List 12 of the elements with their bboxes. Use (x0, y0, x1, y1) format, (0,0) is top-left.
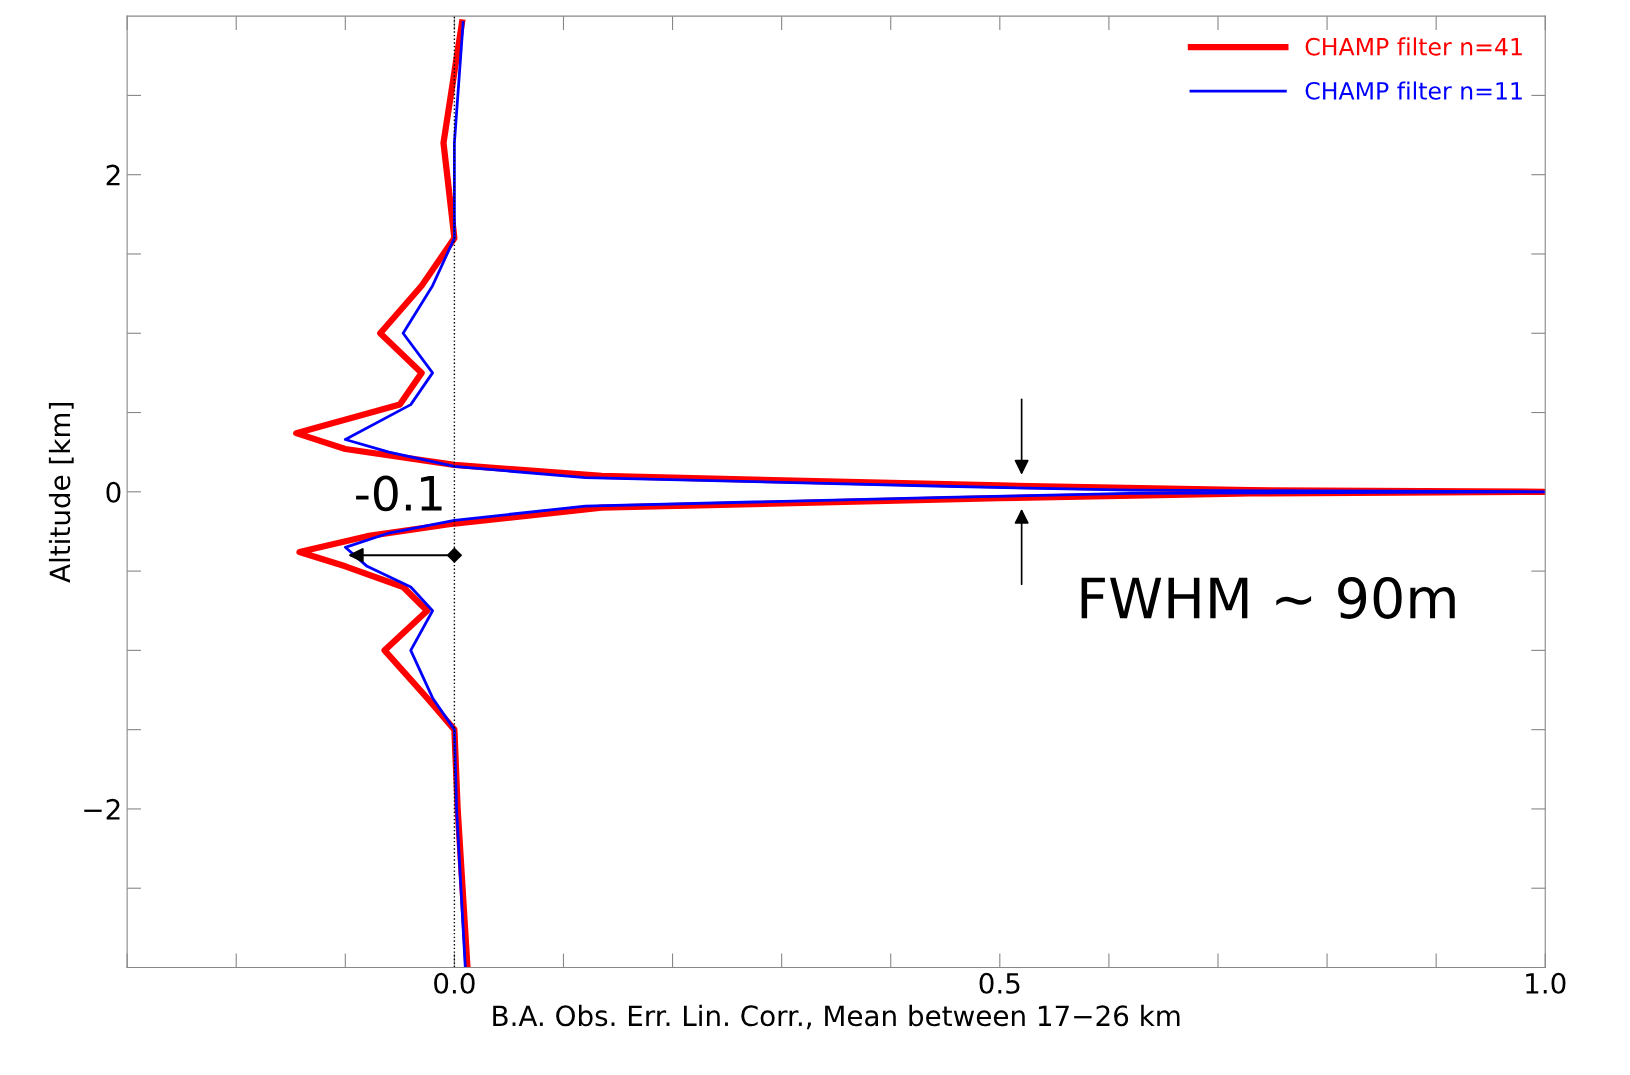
x-tick-label: 0.5 (979, 972, 1020, 994)
annotation: FWHM ~ 90m (1081, 576, 1455, 619)
x-axis-title: B.A. Obs. Err. Lin. Corr., Mean between 17−26 km (493, 1004, 1180, 1030)
legend-label: CHAMP filter n=11 (1305, 81, 1522, 100)
y-tick-label: 2 (106, 164, 120, 186)
y-axis-title: Altitude [km] (48, 403, 74, 583)
legend-label: CHAMP filter n=41 (1305, 37, 1522, 56)
y-tick-label: 0 (106, 481, 121, 503)
x-tick-label: 1.0 (1526, 972, 1566, 994)
annotation: -0.1 (356, 475, 442, 512)
x-tick-label: 0.0 (434, 972, 475, 994)
y-tick-label: −2 (84, 798, 120, 820)
